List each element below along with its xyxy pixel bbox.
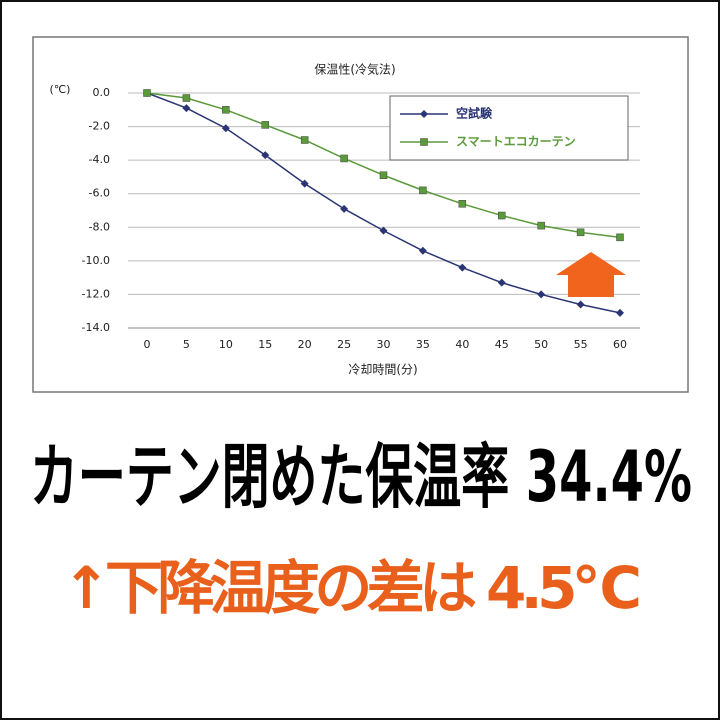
marker bbox=[616, 308, 624, 317]
y-tick-label: -4.0 bbox=[89, 153, 110, 166]
y-unit: (℃) bbox=[50, 83, 71, 96]
marker bbox=[420, 138, 428, 146]
x-tick-label: 25 bbox=[337, 338, 351, 351]
marker bbox=[221, 124, 230, 133]
marker bbox=[576, 300, 585, 309]
marker bbox=[418, 246, 427, 255]
arrow-icon bbox=[556, 252, 626, 297]
marker bbox=[379, 226, 388, 235]
marker bbox=[182, 104, 191, 113]
x-tick-label: 40 bbox=[455, 338, 469, 351]
x-tick-label: 45 bbox=[495, 338, 509, 351]
x-tick-label: 50 bbox=[534, 338, 548, 351]
marker bbox=[497, 278, 506, 287]
y-tick-label: -14.0 bbox=[82, 321, 110, 334]
marker bbox=[261, 121, 269, 129]
y-tick-label: -6.0 bbox=[89, 187, 110, 200]
headline: カーテン閉めた保温率 34.4% bbox=[30, 436, 692, 518]
x-tick-label: 0 bbox=[144, 338, 151, 351]
y-tick-label: -2.0 bbox=[89, 120, 110, 133]
x-tick-label: 5 bbox=[183, 338, 190, 351]
marker bbox=[300, 136, 309, 144]
x-tick-label: 55 bbox=[574, 338, 588, 351]
marker bbox=[261, 151, 270, 160]
x-tick-label: 60 bbox=[613, 338, 627, 351]
marker bbox=[537, 290, 546, 299]
marker bbox=[143, 89, 151, 97]
marker bbox=[498, 211, 506, 220]
marker bbox=[537, 221, 545, 230]
marker bbox=[419, 186, 427, 195]
marker bbox=[300, 179, 309, 188]
marker bbox=[340, 204, 349, 213]
subline: ↑下降温度の差は 4.5℃ bbox=[62, 554, 642, 622]
y-tick-label: -8.0 bbox=[89, 220, 110, 233]
x-tick-label: 35 bbox=[416, 338, 430, 351]
marker bbox=[379, 171, 388, 179]
x-tick-label: 15 bbox=[258, 338, 272, 351]
marker bbox=[576, 228, 585, 237]
legend-label: 空試験 bbox=[456, 106, 493, 121]
chart-frame bbox=[32, 36, 689, 393]
x-tick-label: 10 bbox=[219, 338, 233, 351]
legend-box bbox=[389, 95, 629, 161]
chart-title: 保温性(冷気法) bbox=[314, 62, 395, 77]
marker bbox=[340, 154, 348, 163]
x-tick-label: 20 bbox=[298, 338, 312, 351]
marker bbox=[420, 110, 428, 118]
marker bbox=[222, 106, 230, 114]
marker bbox=[616, 233, 624, 242]
marker bbox=[458, 200, 467, 208]
x-axis-label: 冷却時間(分) bbox=[348, 363, 417, 377]
y-tick-label: -12.0 bbox=[82, 287, 110, 300]
marker bbox=[182, 94, 191, 102]
y-tick-label: 0.0 bbox=[93, 86, 111, 99]
x-tick-label: 30 bbox=[377, 338, 391, 351]
legend-label: スマートエコカーテン bbox=[456, 135, 576, 149]
marker bbox=[458, 263, 467, 272]
y-tick-label: -10.0 bbox=[82, 254, 110, 267]
